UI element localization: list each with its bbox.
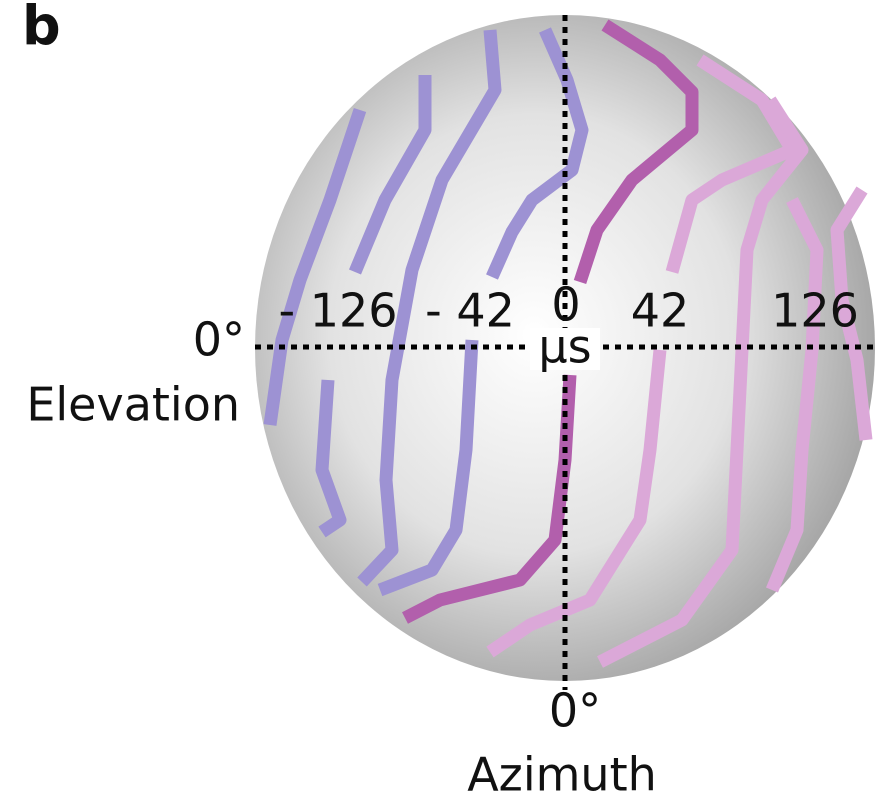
contour — [486, 349, 667, 658]
delay-unit: µs — [538, 320, 591, 374]
delay-label: 0 — [551, 278, 580, 332]
contour — [263, 107, 367, 426]
elevation-angle: 0° — [193, 313, 245, 367]
contour — [357, 29, 502, 587]
contour — [573, 19, 699, 285]
contour — [349, 75, 432, 275]
contour — [597, 96, 809, 668]
elevation-label: Elevation — [26, 378, 240, 432]
contour — [766, 197, 824, 593]
contour — [830, 186, 873, 441]
contour — [377, 339, 479, 597]
delay-label: - 42 — [425, 284, 515, 338]
azimuth-angle: 0° — [549, 684, 601, 738]
delay-label: - 126 — [278, 284, 397, 338]
delay-contours — [263, 19, 873, 668]
panel-label: b — [22, 0, 61, 58]
delay-label: 126 — [771, 284, 859, 338]
delay-label: 42 — [631, 284, 690, 338]
azimuth-label: Azimuth — [467, 748, 657, 802]
contour — [402, 374, 577, 624]
contour — [315, 379, 347, 538]
contour — [665, 54, 799, 274]
unit-background — [530, 328, 600, 370]
